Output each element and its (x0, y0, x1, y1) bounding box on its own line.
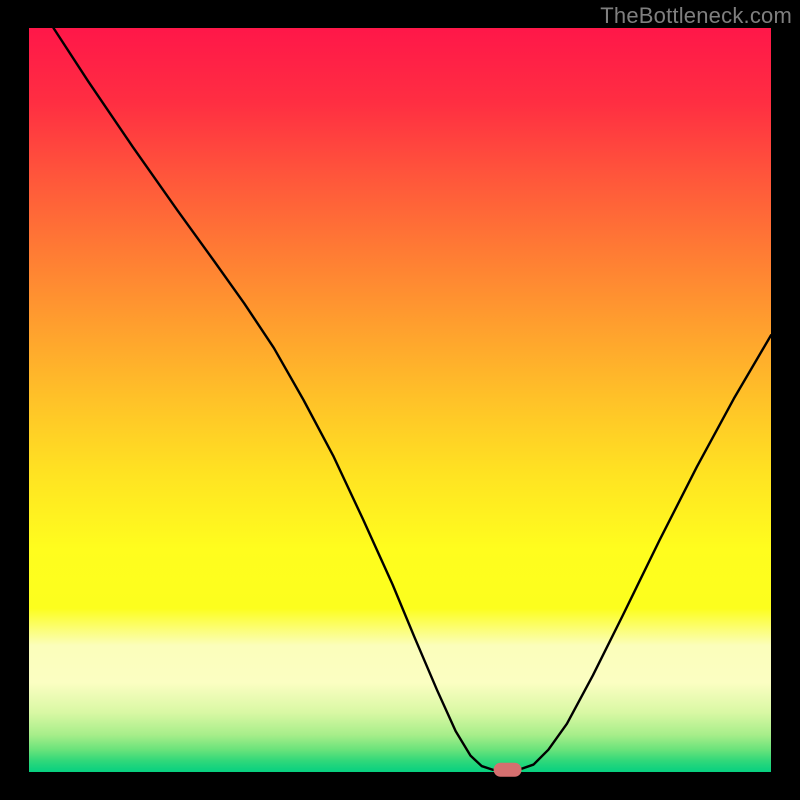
watermark-text: TheBottleneck.com (600, 3, 792, 29)
chart-canvas: TheBottleneck.com (0, 0, 800, 800)
plot-gradient-background (29, 28, 771, 772)
chart-svg (0, 0, 800, 800)
optimal-marker (494, 763, 522, 777)
